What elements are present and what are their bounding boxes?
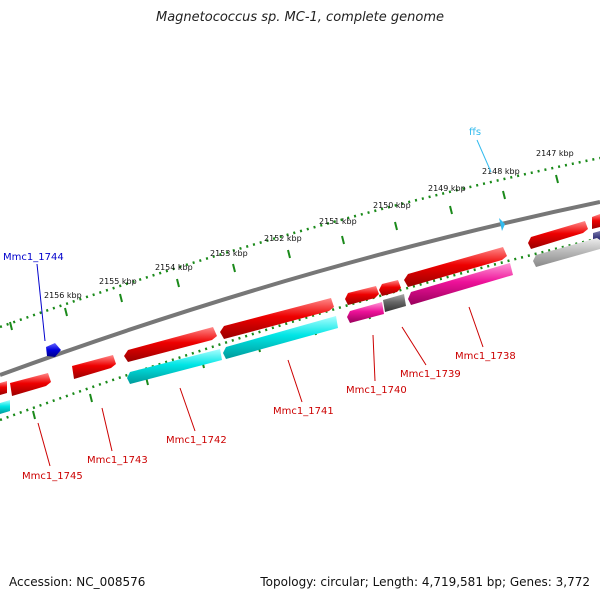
gene-mmc1-1740-fwd[interactable] xyxy=(345,286,379,305)
kbp-label: 2154 kbp xyxy=(155,263,193,272)
label-mmc1-1745: Mmc1_1745 xyxy=(22,471,83,482)
kbp-label: 2152 kbp xyxy=(264,234,302,243)
accession-text: Accession: NC_008576 xyxy=(9,575,146,589)
label-mmc1-1740: Mmc1_1740 xyxy=(346,385,407,396)
genome-title: Magnetococcus sp. MC-1, complete genome xyxy=(155,10,445,25)
gene-mmc1-1741[interactable] xyxy=(223,316,338,359)
kbp-label: 2153 kbp xyxy=(210,249,248,258)
label-mmc1-1739: Mmc1_1739 xyxy=(400,369,461,380)
label-mmc1-1741: Mmc1_1741 xyxy=(273,406,334,417)
genome-summary-text: Topology: circular; Length: 4,719,581 bp… xyxy=(260,575,590,589)
inner-scale-ring xyxy=(0,236,600,422)
gene-mmc1-1738[interactable] xyxy=(408,263,513,305)
gene-mmc1-1742-fwd[interactable] xyxy=(124,327,217,362)
gene-ffs[interactable] xyxy=(499,218,505,231)
genome-backbone xyxy=(0,200,600,377)
kbp-label: 2148 kbp xyxy=(482,167,520,176)
gene-mmc1-1744[interactable] xyxy=(46,343,61,357)
gene-lightgray[interactable] xyxy=(533,238,600,267)
label-mmc1-1738: Mmc1_1738 xyxy=(455,351,516,362)
label-ffs: ffs xyxy=(469,127,481,138)
gene-upper-right[interactable] xyxy=(528,221,588,249)
kbp-label: 2156 kbp xyxy=(44,291,82,300)
label-mmc1-1743: Mmc1_1743 xyxy=(87,455,148,466)
outer-major-ticks xyxy=(9,174,559,331)
reverse-strand-genes[interactable] xyxy=(0,238,600,414)
gene-small-fwd[interactable] xyxy=(379,280,401,296)
gene-mmc1-1743[interactable] xyxy=(72,355,116,379)
gene-mmc1-1739[interactable] xyxy=(383,294,406,312)
forward-strand-genes[interactable] xyxy=(0,214,600,396)
gene-left-edge[interactable] xyxy=(0,381,7,395)
kbp-label: 2155 kbp xyxy=(99,277,137,286)
gene-mmc1-1741-fwd[interactable] xyxy=(220,298,334,339)
gene-mmc1-1738-fwd[interactable] xyxy=(404,247,507,287)
label-mmc1-1742: Mmc1_1742 xyxy=(166,435,227,446)
gene-mmc1-1740[interactable] xyxy=(347,302,384,323)
gene-cyan-left[interactable] xyxy=(0,400,10,414)
gene-labels: Mmc1_1744 ffs Mmc1_1738 Mmc1_1739 Mmc1_1… xyxy=(3,127,516,482)
gene-edge-red[interactable] xyxy=(592,214,600,229)
gene-mmc1-1745[interactable] xyxy=(10,373,51,396)
kbp-label: 2150 kbp xyxy=(373,201,411,210)
kbp-label: 2149 kbp xyxy=(428,184,466,193)
kbp-label: 2147 kbp xyxy=(536,149,574,158)
gene-mmc1-1742[interactable] xyxy=(127,349,222,384)
kbp-scale-labels: 2147 kbp 2148 kbp 2149 kbp 2150 kbp 2151… xyxy=(44,149,574,300)
kbp-label: 2151 kbp xyxy=(319,217,357,226)
label-mmc1-1744: Mmc1_1744 xyxy=(3,252,64,263)
label-leaders xyxy=(36,139,492,467)
